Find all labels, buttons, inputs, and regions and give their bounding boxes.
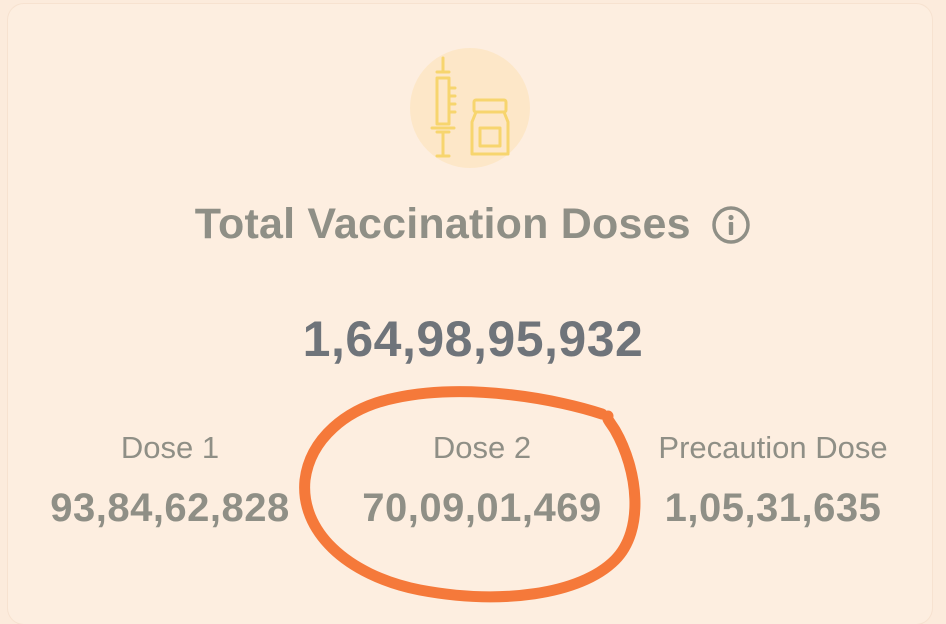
syringe-vial-icon [430, 56, 510, 158]
vaccine-icon-badge [410, 48, 530, 168]
stat-value: 70,09,01,469 [362, 486, 602, 530]
card-title-row: Total Vaccination Doses [0, 200, 946, 260]
stat-label: Precaution Dose [658, 430, 888, 465]
info-icon[interactable] [711, 205, 751, 245]
stat-label: Dose 2 [432, 430, 532, 465]
stat-value: 1,05,31,635 [664, 486, 882, 530]
total-doses-value: 1,64,98,95,932 [302, 311, 644, 367]
stat-dose-2: Dose 2 70,09,01,469 [332, 428, 632, 531]
stat-precaution-dose: Precaution Dose 1,05,31,635 [628, 428, 918, 531]
stat-label: Dose 1 [120, 430, 220, 465]
stat-value: 93,84,62,828 [50, 486, 290, 530]
card-title: Total Vaccination Doses [194, 200, 691, 248]
stat-dose-1: Dose 1 93,84,62,828 [20, 428, 320, 531]
